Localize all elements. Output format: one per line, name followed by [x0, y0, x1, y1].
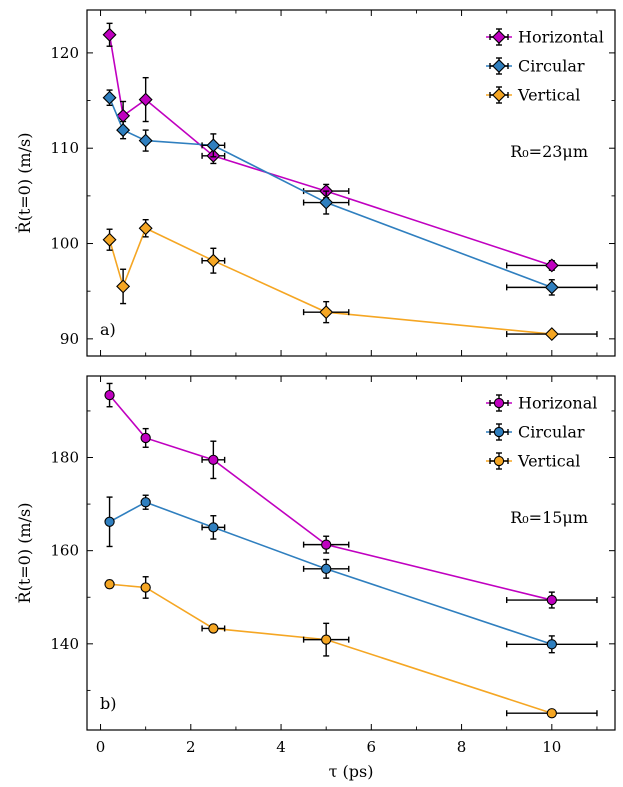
radius-annotation: R₀=15μm — [510, 508, 588, 527]
y-tick-label: 90 — [60, 330, 79, 348]
data-point-circular — [102, 90, 117, 105]
y-tick-label: 180 — [50, 449, 79, 467]
data-point-vertical — [206, 253, 221, 268]
legend-label-circular: Circular — [518, 423, 585, 442]
series-line-circular — [109, 501, 553, 646]
data-point-circular — [140, 497, 151, 508]
data-point-vertical — [321, 634, 332, 645]
data-point-horizonal — [321, 539, 332, 550]
panel-b: 0 2 4 6 8 10 140 160 180 Ṙ(t=0) (m/s) Horizonal Cir… — [14, 375, 616, 756]
data-point-vertical — [546, 708, 557, 719]
legend-label-horizontal: Horizontal — [518, 28, 604, 47]
data-point-circular — [104, 516, 115, 527]
data-point-circular — [544, 280, 559, 295]
data-point-vertical — [104, 579, 115, 590]
data-point-circular — [116, 123, 131, 138]
legend-marker-vertical — [493, 455, 505, 467]
legend-marker-horizonal — [493, 397, 505, 409]
x-tick-label: 4 — [276, 738, 286, 756]
y-tick-label: 120 — [50, 44, 79, 62]
y-axis-label: Ṙ(t=0) (m/s) — [14, 503, 34, 604]
series-line-circular — [108, 97, 553, 289]
y-tick-label: 160 — [50, 542, 79, 560]
data-point-horizonal — [546, 594, 557, 606]
legend-label-circular: Circular — [518, 57, 585, 76]
data-point-vertical — [140, 582, 151, 593]
series-line-vertical — [108, 227, 552, 335]
radius-annotation: R₀=23μm — [510, 142, 588, 161]
data-point-horizonal — [104, 389, 115, 401]
data-point-vertical — [319, 305, 334, 320]
data-point-horizontal — [544, 258, 559, 273]
x-axis-label: τ (ps) — [329, 762, 374, 781]
panel-label: a) — [100, 320, 116, 339]
x-tick-label: 10 — [542, 738, 561, 756]
data-point-horizonal — [140, 432, 151, 444]
data-point-vertical — [544, 327, 559, 342]
data-point-circular — [208, 522, 219, 533]
legend-label-vertical: Vertical — [517, 86, 580, 105]
data-point-horizontal — [102, 27, 117, 42]
data-point-circular — [206, 138, 221, 153]
plot-frame — [86, 9, 616, 357]
x-tick-label: 2 — [186, 738, 196, 756]
data-point-circular — [546, 639, 557, 650]
x-tick-label: 8 — [457, 738, 467, 756]
y-axis-label: Ṙ(t=0) (m/s) — [14, 133, 34, 234]
series-line-horizontal — [108, 34, 553, 267]
x-tick-label: 0 — [96, 738, 106, 756]
panel-a: 90 100 110 120 Ṙ(t=0) (m/s) Horizontal Circula… — [14, 9, 616, 357]
data-point-horizontal — [138, 92, 153, 107]
legend-marker-horizontal — [492, 30, 506, 44]
data-point-circular — [138, 133, 153, 148]
data-point-vertical — [102, 232, 117, 247]
legend-marker-vertical — [492, 88, 506, 102]
data-point-horizonal — [208, 454, 219, 465]
plot-frame — [86, 375, 616, 731]
y-tick-label: 110 — [50, 139, 79, 157]
data-point-circular — [319, 195, 334, 210]
y-tick-label: 140 — [50, 635, 79, 653]
y-tick-label: 100 — [50, 235, 79, 253]
data-point-vertical — [116, 279, 131, 294]
series-line-vertical — [109, 583, 553, 714]
x-tick-label: 6 — [367, 738, 377, 756]
data-point-circular — [321, 563, 332, 574]
legend-label-vertical: Vertical — [517, 452, 580, 471]
legend-marker-circular — [492, 59, 506, 73]
legend-label-horizonal: Horizonal — [518, 394, 597, 413]
data-point-vertical — [138, 221, 153, 236]
panel-label: b) — [100, 694, 116, 713]
legend-marker-circular — [493, 426, 505, 438]
data-point-vertical — [208, 623, 219, 634]
